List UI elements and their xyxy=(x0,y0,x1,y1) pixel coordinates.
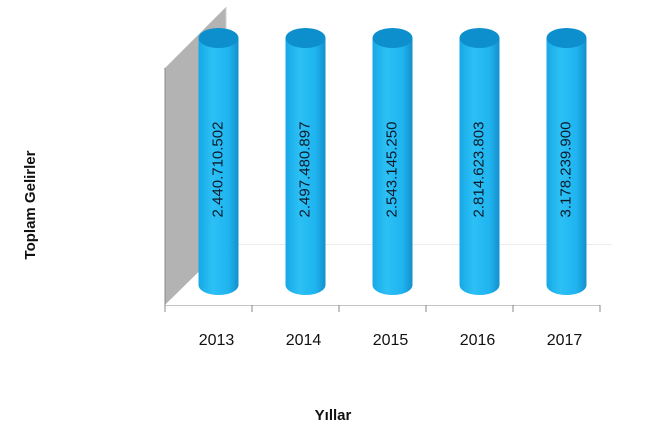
bar-top-2016 xyxy=(459,28,500,48)
y-axis-title: Toplam Gelirler xyxy=(22,150,39,259)
bar-body-2015 xyxy=(372,38,413,295)
bar-2015: 2.543.145.250 xyxy=(372,28,413,295)
x-axis-title: Yıllar xyxy=(315,407,352,424)
data-label-2013: 2.440.710.502 xyxy=(209,122,226,218)
bar-body-2013 xyxy=(198,38,239,295)
x-ticks-group: 2013 2014 2015 2016 2017 xyxy=(164,305,601,349)
data-label-2016: 2.814.623.803 xyxy=(470,122,487,218)
bar-2016: 2.814.623.803 xyxy=(459,28,500,295)
bar-2017: 3.178.239.900 xyxy=(546,28,587,295)
x-tick-label-2014: 2014 xyxy=(286,332,322,349)
data-label-2014: 2.497.480.897 xyxy=(296,122,313,218)
x-tick-label-2015: 2015 xyxy=(373,332,409,349)
bar-top-2015 xyxy=(372,28,413,48)
bar-2013: 2.440.710.502 xyxy=(198,28,239,295)
x-tick-label-2017: 2017 xyxy=(547,332,583,349)
x-tick-label-2016: 2016 xyxy=(460,332,496,349)
bar-body-2017 xyxy=(546,38,587,295)
bar-top-2017 xyxy=(546,28,587,48)
x-tick-label-2013: 2013 xyxy=(199,332,235,349)
bar-top-2013 xyxy=(198,28,239,48)
bar-top-2014 xyxy=(285,28,326,48)
bar-body-2016 xyxy=(459,38,500,295)
bars-group: 2.440.710.502 2.497.480.897 2.543.145.250 2… xyxy=(198,28,587,295)
bar-2014: 2.497.480.897 xyxy=(285,28,326,295)
data-label-2017: 3.178.239.900 xyxy=(557,122,574,218)
bar-body-2014 xyxy=(285,38,326,295)
data-label-2015: 2.543.145.250 xyxy=(383,122,400,218)
